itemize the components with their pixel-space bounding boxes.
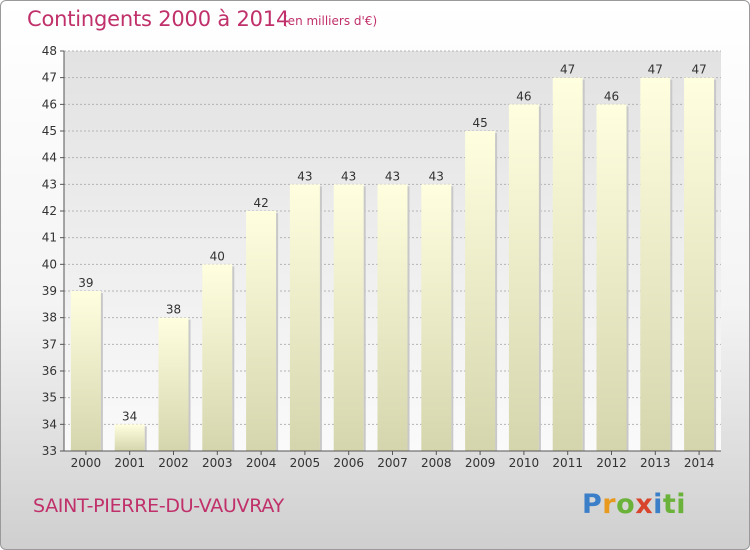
data-label: 42 (253, 196, 268, 210)
data-label: 34 (122, 409, 137, 423)
bar-shadow (714, 79, 717, 452)
data-label: 43 (341, 169, 356, 183)
bar-2005 (289, 184, 320, 452)
data-label: 47 (648, 63, 663, 77)
bar-2012 (596, 104, 627, 451)
logo-letter: t (662, 489, 677, 520)
x-axis: 2000 2001 2002 2003 2004 2005 2006 2007 2008 2009… (64, 450, 721, 470)
data-label: 46 (516, 89, 531, 103)
y-tick-label: 34 (42, 417, 57, 431)
bar-shadow (276, 213, 279, 451)
x-tick-label: 2004 (246, 456, 277, 470)
x-tick-label: 2011 (552, 456, 583, 470)
bar-2002 (158, 317, 189, 451)
bar-shadow (188, 319, 191, 451)
logo-letter: P (582, 489, 603, 520)
data-label: 43 (429, 169, 444, 183)
x-tick-label: 2007 (377, 456, 408, 470)
x-tick-label: 2013 (640, 456, 671, 470)
bar-2004 (246, 211, 277, 451)
y-tick-label: 39 (42, 284, 57, 298)
bar-2008 (421, 184, 452, 452)
y-tick-label: 38 (42, 311, 57, 325)
data-label: 45 (472, 116, 487, 130)
bar-2001 (114, 424, 145, 451)
logo-letter: r (602, 489, 617, 520)
data-label: 40 (210, 249, 225, 263)
bar-shadow (407, 186, 410, 452)
data-labels: 39 34 38 40 42 43 43 43 43 45 46 47 46 47 47 (78, 63, 706, 424)
data-label: 47 (560, 63, 575, 77)
bar-shadow (319, 186, 322, 452)
bar-2010 (508, 104, 539, 451)
y-tick-label: 45 (42, 124, 57, 138)
bar-shadow (626, 106, 629, 451)
data-label: 46 (604, 89, 619, 103)
bar-shadow (495, 133, 498, 451)
bar-shadow (100, 293, 103, 451)
data-label: 39 (78, 276, 93, 290)
bar-2014 (684, 77, 715, 452)
y-tick-label: 35 (42, 391, 57, 405)
data-label: 47 (691, 63, 706, 77)
chart-subtitle: (en milliers d'€) (283, 14, 378, 28)
y-tick-label: 46 (42, 97, 57, 111)
bar-shadow (582, 79, 585, 452)
logo-letter: i (653, 489, 663, 520)
data-label: 43 (385, 169, 400, 183)
y-tick-label: 44 (42, 151, 57, 165)
y-tick-label: 43 (42, 177, 57, 191)
x-tick-label: 2006 (333, 456, 364, 470)
x-tick-label: 2012 (596, 456, 627, 470)
bar-shadow (670, 79, 673, 452)
y-tick-label: 36 (42, 364, 57, 378)
bar-2007 (377, 184, 408, 452)
data-label: 38 (166, 303, 181, 317)
y-tick-label: 41 (42, 231, 57, 245)
y-tick-label: 48 (42, 44, 57, 58)
bar-shadow (363, 186, 366, 452)
y-tick-label: 42 (42, 204, 57, 218)
bar-shadow (451, 186, 454, 452)
y-tick-label: 37 (42, 337, 57, 351)
y-tick-label: 40 (42, 257, 57, 271)
x-tick-label: 2003 (202, 456, 233, 470)
bar-2013 (640, 77, 671, 452)
y-axis: 33 34 35 36 37 38 39 40 41 42 43 44 45 46 47 48 (42, 44, 65, 458)
x-tick-label: 2014 (684, 456, 715, 470)
bar-2006 (333, 184, 364, 452)
bar-2009 (465, 131, 496, 451)
bar-shadow (232, 266, 235, 451)
commune-name: SAINT-PIERRE-DU-VAUVRAY (33, 495, 284, 517)
bar-shadow (144, 426, 147, 451)
bar-2003 (202, 264, 233, 451)
data-label: 43 (297, 169, 312, 183)
logo-letter: o (616, 489, 636, 520)
bar-2000 (70, 291, 101, 451)
x-tick-label: 2009 (465, 456, 496, 470)
y-tick-label: 33 (42, 444, 57, 458)
x-tick-label: 2008 (421, 456, 452, 470)
x-tick-label: 2005 (290, 456, 321, 470)
y-tick-label: 47 (42, 71, 57, 85)
bar-shadow (538, 106, 541, 451)
logo-letter: x (635, 489, 654, 520)
x-tick-label: 2001 (114, 456, 145, 470)
x-tick-label: 2000 (71, 456, 102, 470)
logo-letter: i (676, 489, 687, 520)
bars (70, 77, 717, 452)
x-tick-label: 2002 (158, 456, 189, 470)
x-tick-label: 2010 (509, 456, 540, 470)
chart-title: Contingents 2000 à 2014 (27, 7, 290, 31)
bar-2011 (552, 77, 583, 452)
proxiti-logo: Proxiti (582, 489, 686, 520)
